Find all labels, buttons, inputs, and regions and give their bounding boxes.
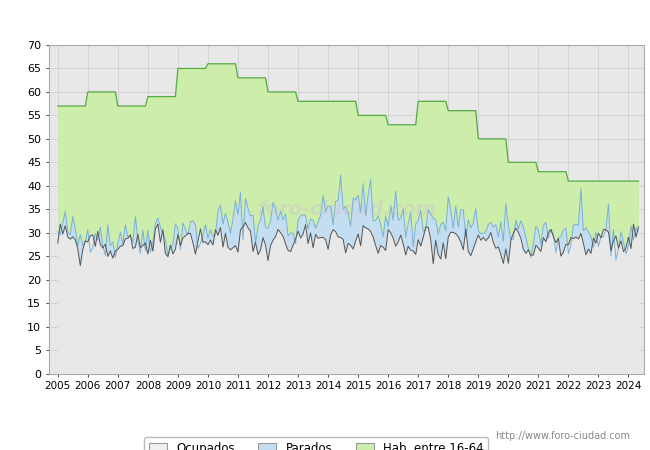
Text: http://www.foro-ciudad.com: http://www.foro-ciudad.com	[495, 431, 630, 441]
Text: Muñico - Evolucion de la poblacion en edad de Trabajar Mayo de 2024: Muñico - Evolucion de la poblacion en ed…	[91, 12, 559, 25]
Text: foro-ciudad.com: foro-ciudad.com	[257, 200, 436, 219]
Legend: Ocupados, Parados, Hab. entre 16-64: Ocupados, Parados, Hab. entre 16-64	[144, 437, 488, 450]
